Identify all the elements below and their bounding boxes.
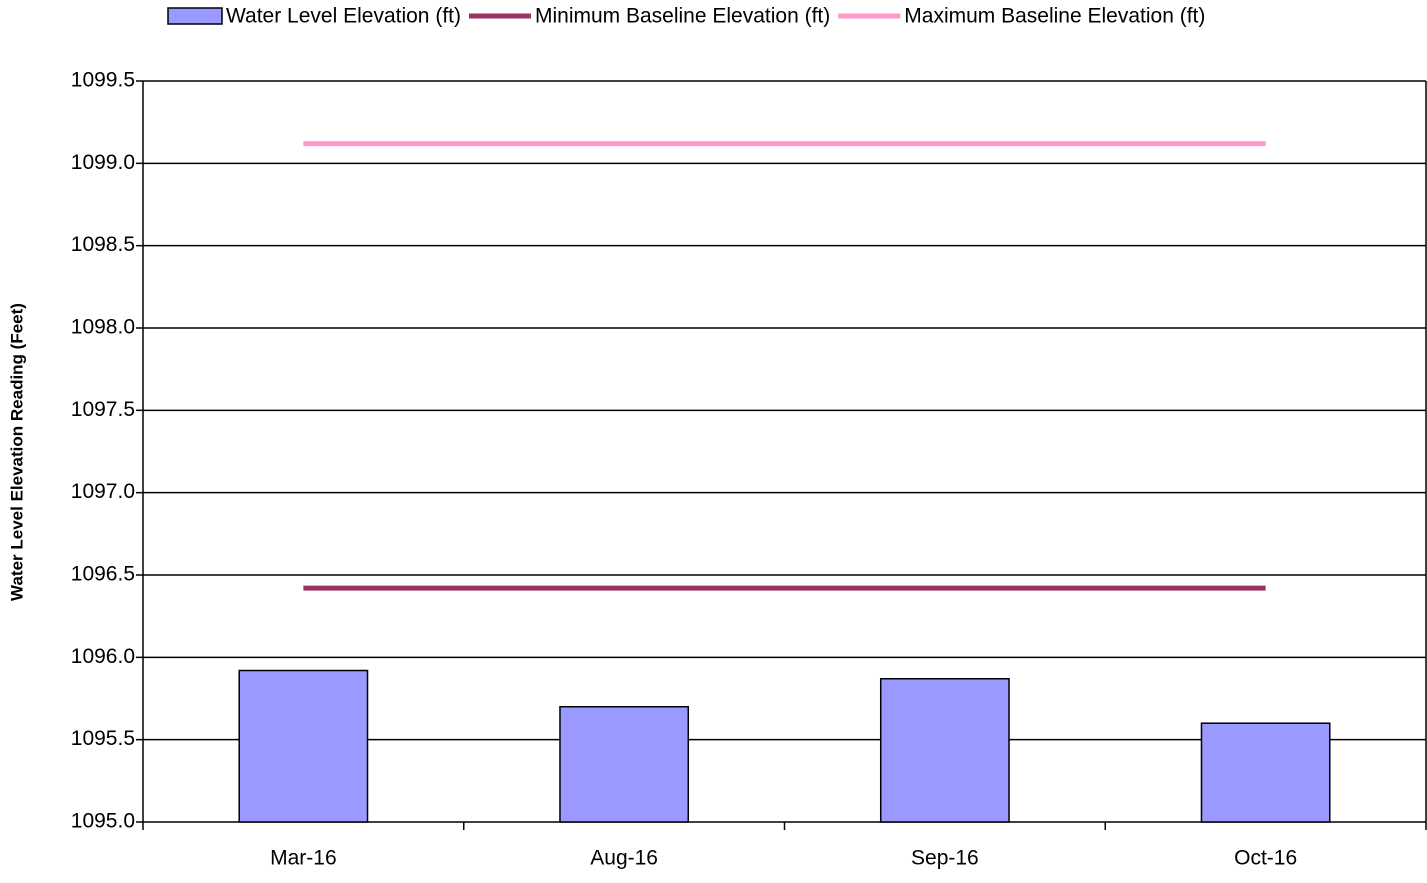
- legend-label: Maximum Baseline Elevation (ft): [904, 5, 1205, 28]
- y-tick-label: 1097.0: [71, 480, 135, 503]
- x-tick-label: Aug-16: [590, 847, 658, 870]
- legend-swatch: [167, 7, 223, 25]
- y-tick-label: 1096.5: [71, 563, 135, 586]
- y-axis-label: Water Level Elevation Reading (Feet): [7, 303, 26, 601]
- bar: [1200, 722, 1331, 823]
- y-tick-label: 1098.0: [71, 316, 135, 339]
- legend-label: Water Level Elevation (ft): [226, 5, 461, 28]
- y-tick-label: 1095.5: [71, 727, 135, 750]
- bar: [559, 705, 690, 823]
- y-tick-label: 1097.5: [71, 398, 135, 421]
- y-tick-label: 1098.5: [71, 233, 135, 256]
- bar: [238, 669, 369, 823]
- y-tick-label: 1099.0: [71, 151, 135, 174]
- x-tick-label: Mar-16: [270, 847, 337, 870]
- y-tick-label: 1096.0: [71, 645, 135, 668]
- x-tick-label: Sep-16: [911, 847, 979, 870]
- legend-label: Minimum Baseline Elevation (ft): [535, 5, 830, 28]
- bar: [879, 677, 1010, 823]
- y-tick-label: 1095.0: [71, 810, 135, 833]
- x-tick-label: Oct-16: [1234, 847, 1297, 870]
- y-tick-label: 1099.5: [71, 69, 135, 92]
